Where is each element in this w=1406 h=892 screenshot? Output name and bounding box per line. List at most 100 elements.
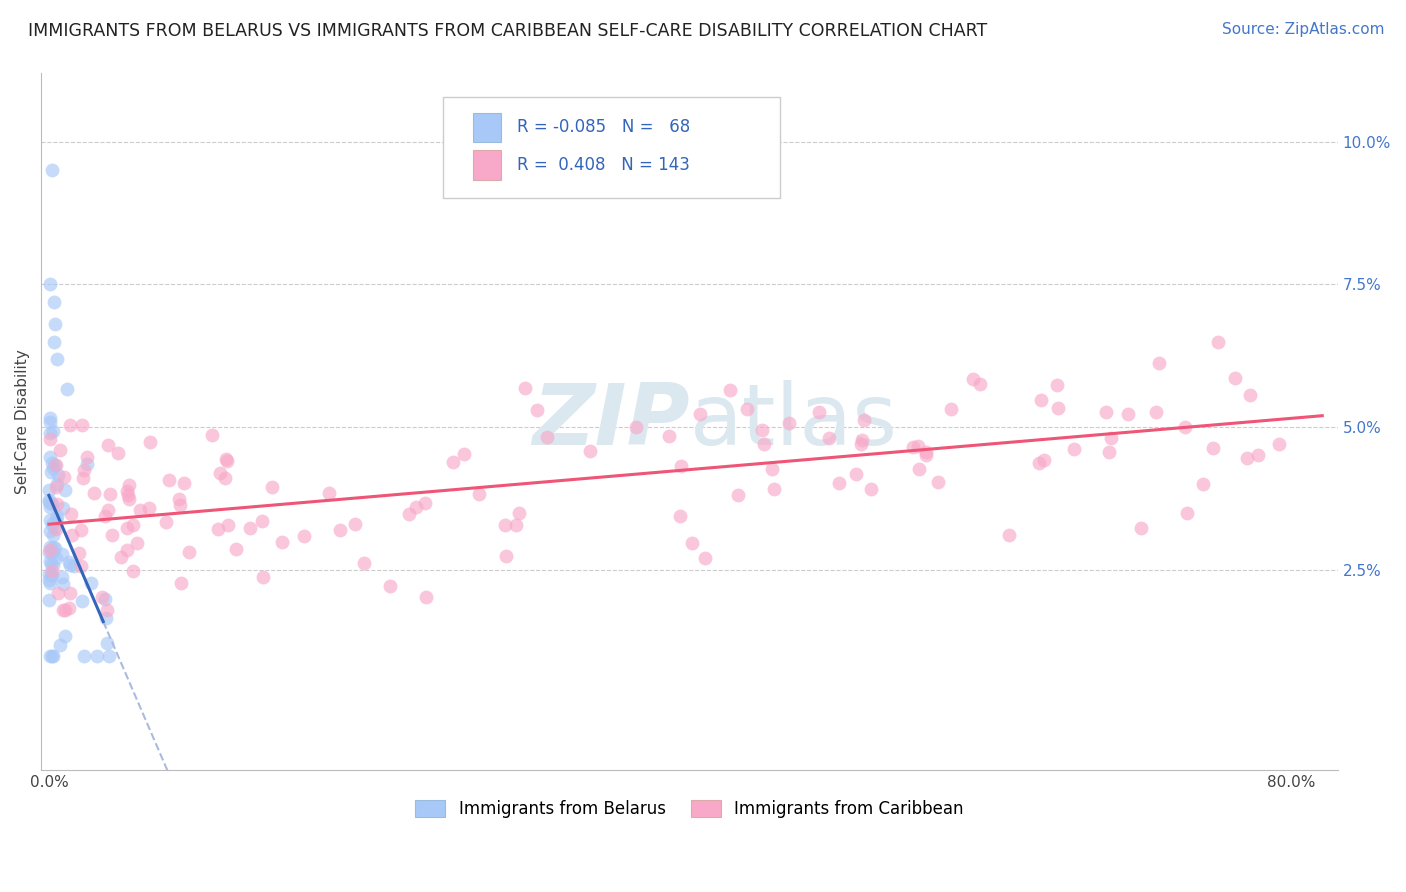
Point [907,440,929,454]
Point [115,483,138,498]
Point [38,495,60,509]
Point [328,523,350,537]
Point [526,403,548,417]
Point [1239,388,1261,402]
Point [45,458,67,472]
Point [70,418,93,433]
Point [827,476,849,491]
Point [38,432,60,446]
Point [239,521,262,535]
Point [41,546,63,560]
Point [38,450,60,465]
Point [46,497,69,511]
Point [46,477,69,491]
Point [56,382,79,396]
Point [38,593,60,607]
Point [1029,392,1052,407]
Point [44,458,66,472]
Point [969,376,991,391]
Point [860,482,883,496]
Point [1147,356,1170,370]
Point [1099,432,1122,446]
Point [42,294,65,309]
Point [44,520,66,534]
Point [962,372,984,386]
Point [83,485,105,500]
Point [737,402,759,417]
Point [155,515,177,529]
Point [122,517,145,532]
Point [96,603,118,617]
Point [624,420,647,434]
Point [42,558,65,572]
Point [762,482,785,496]
Point [72,470,94,484]
Point [398,507,420,521]
Point [110,550,132,565]
Point [505,518,527,533]
Point [851,433,873,447]
Point [38,576,60,591]
Point [44,318,66,332]
Point [42,334,65,349]
Point [49,443,72,458]
Point [42,540,65,554]
Text: R =  0.408   N = 143: R = 0.408 N = 143 [517,156,690,174]
Point [45,512,67,526]
Point [1236,450,1258,465]
Point [214,471,236,485]
Point [441,455,464,469]
Point [38,411,60,425]
Point [1144,405,1167,419]
Point [38,574,60,588]
Point [70,523,93,537]
Point [908,462,931,476]
Point [170,575,193,590]
Point [42,648,65,663]
Point [59,507,82,521]
Point [118,478,141,492]
Point [72,648,94,663]
Point [129,503,152,517]
Point [494,518,516,533]
Point [38,554,60,568]
Point [405,500,427,514]
Point [751,423,773,437]
Point [668,509,690,524]
Point [51,547,73,561]
Point [225,541,247,556]
Point [117,487,139,501]
Point [96,636,118,650]
Point [58,600,80,615]
Point [38,524,60,538]
Point [76,458,98,472]
Text: R = -0.085   N =   68: R = -0.085 N = 68 [517,119,690,136]
Point [139,435,162,450]
Point [1097,445,1119,459]
Point [98,648,121,663]
Point [344,516,367,531]
Point [42,424,65,438]
Point [998,528,1021,542]
Point [38,483,60,497]
Point [1223,371,1246,385]
Point [45,480,67,494]
Point [70,594,93,608]
Point [39,513,62,527]
Point [41,163,63,178]
Point [927,475,949,490]
Point [1046,378,1069,392]
Point [1247,448,1270,462]
Point [778,416,800,430]
Point [1129,521,1152,535]
Point [67,546,90,560]
Point [578,443,600,458]
Point [1268,437,1291,451]
Point [169,491,191,506]
Point [201,428,224,442]
Point [41,648,63,663]
Point [157,473,180,487]
FancyBboxPatch shape [443,97,780,198]
Point [515,381,537,395]
Point [41,568,63,582]
